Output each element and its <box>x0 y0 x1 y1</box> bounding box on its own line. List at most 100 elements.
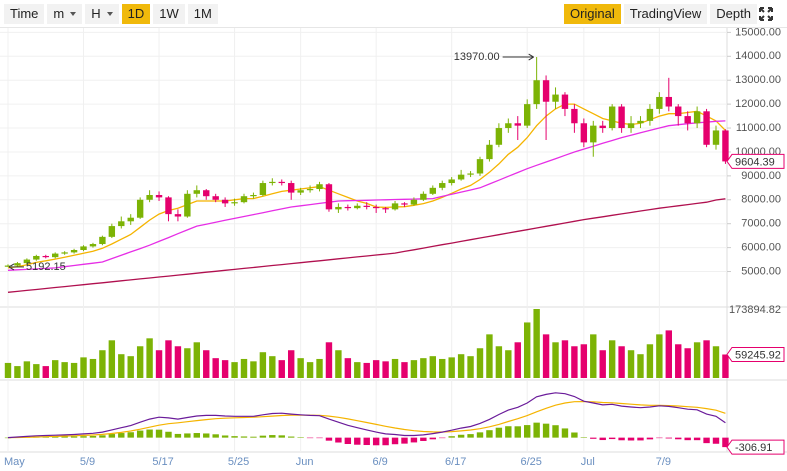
toolbar-button[interactable]: H <box>85 4 119 24</box>
macd-histogram <box>618 437 625 441</box>
volume-bar <box>684 348 691 378</box>
candle-body <box>269 181 276 184</box>
macd-histogram <box>486 430 493 438</box>
toolbar-button[interactable]: 1M <box>187 4 218 24</box>
macd-histogram <box>608 437 616 440</box>
candle-body <box>382 208 389 210</box>
volume-bar <box>703 340 710 378</box>
candle-body <box>250 195 257 197</box>
last-price-label: 9604.39 <box>735 156 775 168</box>
candle-body <box>316 184 323 190</box>
macd-histogram <box>712 437 720 444</box>
volume-bar <box>354 362 361 378</box>
toolbar-button[interactable]: Original <box>563 4 621 24</box>
candle-body <box>429 187 436 194</box>
macd-histogram <box>505 426 512 438</box>
x-tick-label: Jun <box>296 456 314 468</box>
toolbar-button[interactable]: Depth <box>710 4 757 24</box>
macd-dif-line <box>7 392 726 439</box>
macd-histogram <box>52 436 59 438</box>
macd-histogram <box>656 437 663 439</box>
macd-histogram <box>542 423 550 438</box>
volume-bar <box>316 358 323 378</box>
moving-average <box>7 198 726 293</box>
candle-body <box>203 190 210 197</box>
macd-histogram <box>533 422 540 438</box>
volume-bar <box>278 360 285 378</box>
candle-body <box>514 123 521 126</box>
volume-bar <box>429 356 436 378</box>
candle-body <box>457 174 465 180</box>
candle-body <box>495 128 503 145</box>
macd-histogram <box>665 437 672 439</box>
macd-histogram <box>410 437 418 443</box>
volume-bar <box>61 362 68 378</box>
volume-bar <box>722 354 729 378</box>
toolbar-button[interactable]: m <box>47 4 83 24</box>
macd-histogram <box>288 436 295 438</box>
candle-body <box>646 108 654 121</box>
candle-body <box>23 259 31 264</box>
macd-histogram <box>297 437 304 438</box>
x-tick-label: 6/25 <box>520 456 541 468</box>
volume-bar <box>146 338 153 378</box>
macd-histogram <box>212 434 219 438</box>
volume-bar <box>561 340 569 378</box>
volume-bar <box>486 334 493 378</box>
toolbar-button[interactable]: TradingView <box>623 4 708 24</box>
candle-body <box>61 252 68 254</box>
candle-body <box>127 217 134 222</box>
y-tick-label: 7000.00 <box>741 218 781 230</box>
y-tick-label: 15000.00 <box>735 28 781 38</box>
last-macd-label-box <box>726 439 785 455</box>
candle-body <box>136 199 144 218</box>
volume-bar <box>514 342 521 378</box>
y-tick-label: 9000.00 <box>741 170 781 182</box>
volume-bar <box>505 350 512 378</box>
volume-bar <box>212 358 219 378</box>
y-tick-label: 11000.00 <box>736 122 781 134</box>
volume-bar <box>665 330 672 378</box>
candle-body <box>675 106 682 117</box>
volume-bar <box>127 356 134 378</box>
y-tick-label: 5000.00 <box>741 265 781 277</box>
macd-histogram <box>552 425 559 438</box>
candle-body <box>476 159 484 174</box>
toolbar-button[interactable]: Time <box>4 4 45 24</box>
macd-histogram <box>646 437 654 440</box>
candle-body <box>325 184 333 210</box>
volume-bar <box>675 344 682 378</box>
candle-body <box>221 199 229 204</box>
macd-histogram <box>306 437 314 439</box>
candle-body <box>467 173 474 175</box>
volume-bar <box>344 358 352 378</box>
volume-bar <box>599 350 606 378</box>
macd-histogram <box>448 436 455 438</box>
chart: May 5/9 5/17 5/25 Jun 6/9 6/17 6/25 Jul 7/9 5000.0… <box>0 28 787 468</box>
macd-histogram <box>269 435 276 438</box>
volume-bar <box>410 360 418 378</box>
candle-body <box>14 263 21 266</box>
fullscreen-icon[interactable] <box>759 7 773 21</box>
volume-bar <box>467 356 474 378</box>
candle-body <box>580 123 588 143</box>
volume-bar <box>193 342 200 378</box>
candle-body <box>240 196 248 203</box>
candle-body <box>561 94 569 109</box>
macd-histogram <box>429 437 436 440</box>
macd-histogram <box>174 433 182 438</box>
toolbar-button[interactable]: 1D <box>121 4 151 24</box>
macd-histogram <box>203 433 210 438</box>
macd-histogram <box>89 435 97 438</box>
candle-body <box>618 106 625 129</box>
candle-body <box>344 206 352 209</box>
candle-body <box>288 183 295 193</box>
candle-body <box>391 203 399 210</box>
toolbar-button[interactable]: 1W <box>153 4 185 24</box>
candle-body <box>184 193 191 217</box>
y-tick-label: 13000.00 <box>735 74 781 86</box>
volume-bar <box>269 356 276 378</box>
macd-histogram <box>70 436 78 438</box>
volume-bar <box>608 340 616 378</box>
macd-histogram <box>118 433 125 438</box>
